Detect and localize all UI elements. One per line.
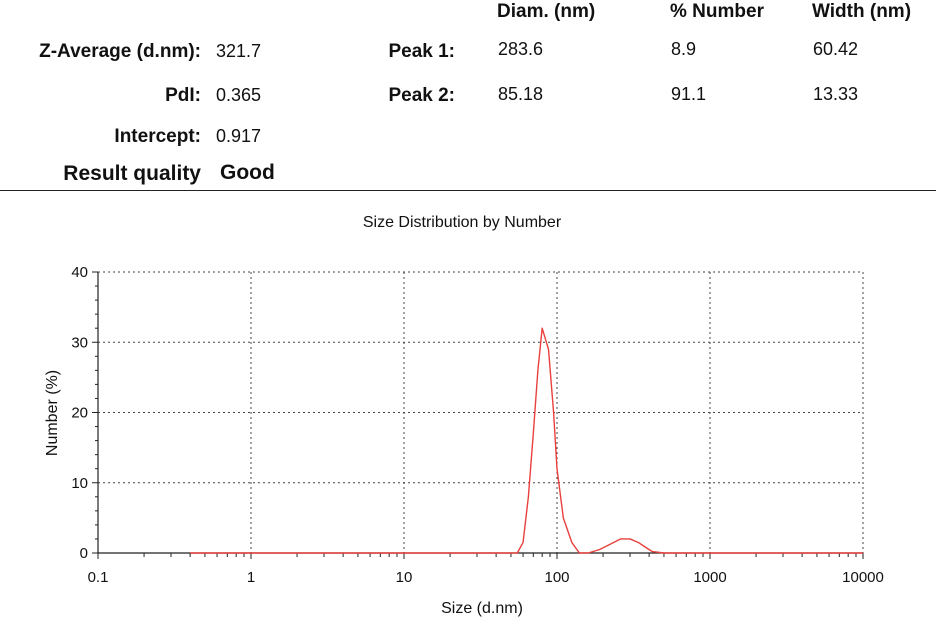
- y-tick-label: 30: [71, 334, 88, 351]
- grid-lines: [98, 271, 864, 553]
- peak-2-label: Peak 2:: [388, 85, 455, 106]
- z-average-label: Z-Average (d.nm):: [39, 41, 201, 62]
- x-tick-label: 100: [544, 569, 569, 586]
- y-tick-label: 40: [71, 264, 88, 281]
- peaks-header-width: Width (nm): [812, 1, 912, 22]
- distribution-line: [190, 327, 863, 554]
- intercept-label: Intercept:: [114, 126, 201, 147]
- x-tick-label: 1000: [693, 569, 726, 586]
- x-tick-label: 10000: [842, 569, 884, 586]
- peak-2-diam: 85.18: [498, 84, 544, 104]
- x-tick-label: 0.1: [88, 569, 109, 586]
- y-axis-label: Number (%): [44, 370, 61, 456]
- result-quality-label: Result quality: [63, 162, 201, 185]
- section-divider: [0, 190, 936, 191]
- peak-2-width: 13.33: [813, 84, 859, 104]
- y-tick-label: 10: [71, 475, 88, 492]
- ticks: 0.1 1 10 100 1000 10000 0 10 20 30 40: [71, 264, 884, 586]
- peak-1-diam: 283.6: [498, 39, 544, 59]
- result-quality-value: Good: [220, 161, 275, 184]
- peaks-header-number: % Number: [670, 1, 764, 22]
- x-axis-label: Size (d.nm): [441, 600, 523, 617]
- pdi-label: PdI:: [165, 85, 201, 106]
- x-tick-label: 10: [396, 569, 413, 586]
- series-layer: [190, 327, 863, 554]
- y-tick-label: 0: [80, 545, 88, 562]
- intercept-value: 0.917: [216, 126, 262, 146]
- pdi-value: 0.365: [216, 85, 262, 105]
- x-tick-label: 1: [247, 569, 255, 586]
- peak-2-number: 91.1: [671, 84, 707, 104]
- peak-1-number: 8.9: [671, 39, 697, 59]
- chart-title: Size Distribution by Number: [363, 214, 562, 231]
- peak-1-width: 60.42: [813, 39, 859, 59]
- peak-1-label: Peak 1:: [388, 41, 455, 62]
- z-average-value: 321.7: [216, 41, 262, 61]
- peaks-header-diam: Diam. (nm): [497, 1, 596, 22]
- y-tick-label: 20: [71, 405, 88, 422]
